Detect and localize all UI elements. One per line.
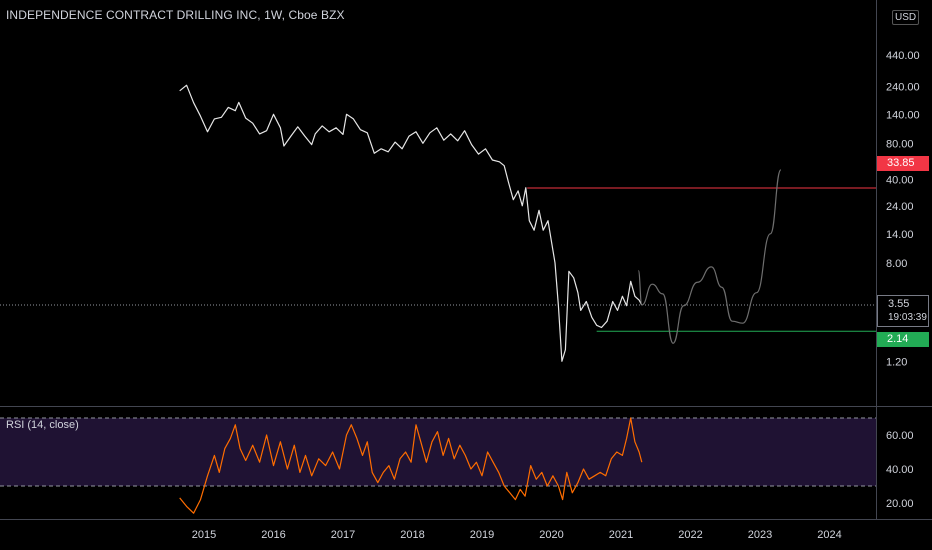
time-tick-label: 2017 [331, 529, 355, 541]
price-tick-label: 14.00 [886, 229, 914, 241]
rsi-tick-label: 40.00 [886, 464, 914, 476]
price-series-line [179, 84, 643, 362]
price-tick-label: 24.00 [886, 201, 914, 213]
time-tick-label: 2020 [539, 529, 563, 541]
rsi-tick-label: 60.00 [886, 430, 914, 442]
price-tick-label: 1.20 [886, 356, 907, 368]
rsi-series-line [179, 417, 643, 514]
last-price-tag: 3.55 19:03:39 [877, 295, 929, 327]
time-tick-label: 2019 [470, 529, 494, 541]
chart-title: INDEPENDENCE CONTRACT DRILLING INC, 1W, … [6, 8, 345, 22]
time-tick-label: 2016 [261, 529, 285, 541]
time-tick-label: 2024 [817, 529, 841, 541]
bar-countdown: 19:03:39 [888, 312, 927, 323]
rsi-pane [0, 417, 876, 487]
support-price-tag: 2.14 [877, 332, 929, 347]
price-tick-label: 8.00 [886, 258, 907, 270]
resistance-price-tag: 33.85 [877, 156, 929, 171]
time-tick-label: 2021 [609, 529, 633, 541]
price-tick-label: 40.00 [886, 174, 914, 186]
price-pane [0, 84, 876, 514]
rsi-tick-label: 20.00 [886, 498, 914, 510]
time-tick-label: 2015 [192, 529, 216, 541]
time-tick-label: 2018 [400, 529, 424, 541]
rsi-indicator-label[interactable]: RSI (14, close) [6, 419, 79, 431]
projection-path [637, 169, 782, 344]
time-tick-label: 2022 [678, 529, 702, 541]
rsi-band [0, 418, 876, 486]
price-tick-label: 140.00 [886, 109, 920, 121]
price-tick-label: 80.00 [886, 138, 914, 150]
price-tick-label: 240.00 [886, 81, 920, 93]
currency-badge[interactable]: USD [892, 10, 920, 25]
time-tick-label: 2023 [748, 529, 772, 541]
price-tick-label: 440.00 [886, 50, 920, 62]
last-price-value: 3.55 [888, 298, 910, 310]
